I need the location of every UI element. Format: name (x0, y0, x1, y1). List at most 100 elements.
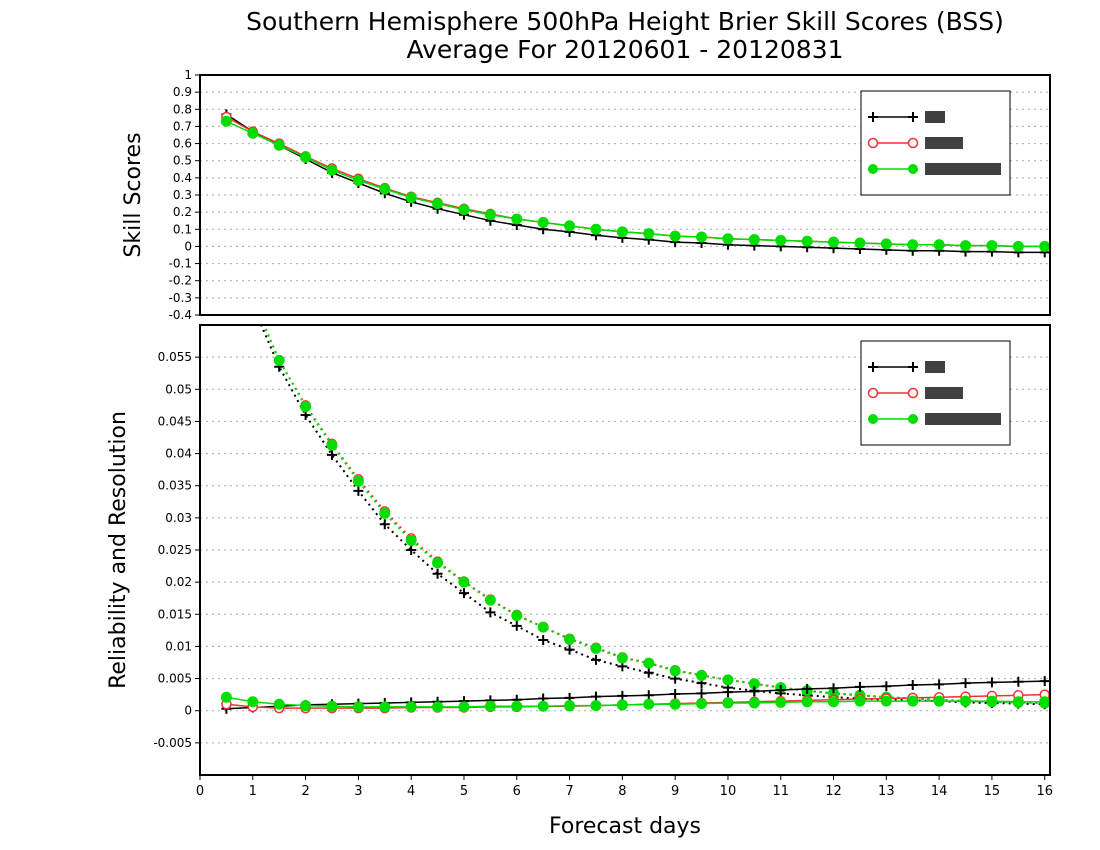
data-point (748, 697, 760, 709)
x-tick-label: 0 (196, 784, 204, 799)
x-tick-label: 3 (354, 784, 362, 799)
data-point (801, 696, 813, 708)
data-point (379, 507, 391, 519)
data-point (511, 213, 523, 225)
x-tick-label: 10 (720, 784, 737, 799)
y-tick-label: 0 (184, 239, 192, 253)
series-line (260, 325, 1045, 706)
data-point (643, 690, 654, 701)
legend-marker (908, 414, 918, 424)
top-panel-ylabel: Skill Scores (121, 132, 146, 257)
data-point (933, 239, 945, 251)
legend (860, 90, 1011, 196)
plot-layer: -0.4 -0.3 -0.2 -0.1 0 0.1 0.2 0.3 0.4 0.5 0.6 0.7 0.… (153, 68, 1053, 799)
data-point (379, 519, 390, 530)
data-point (643, 667, 654, 678)
x-tick-label: 2 (301, 784, 309, 799)
data-point (221, 217, 231, 227)
x-tick-label: 9 (671, 784, 679, 799)
data-point (458, 576, 470, 588)
data-point (564, 633, 576, 645)
plot-frame (199, 74, 1051, 316)
data-point (1039, 240, 1050, 252)
data-point (511, 610, 523, 622)
data-point (643, 698, 655, 710)
data-point (352, 174, 364, 186)
data-point (696, 698, 708, 710)
y-tick-label: -0.1 (169, 257, 192, 271)
data-point (1039, 676, 1050, 687)
data-point (1012, 240, 1024, 252)
x-tick-label: 15 (984, 784, 1001, 799)
data-point (222, 218, 231, 227)
y-tick-label: 0.1 (173, 222, 192, 236)
data-point (458, 204, 470, 216)
data-point (326, 700, 338, 712)
series-line (262, 325, 1045, 704)
data-point (273, 698, 285, 710)
legend-label-mark (925, 137, 963, 149)
chart-title: Southern Hemisphere 500hPa Height Brier … (246, 7, 1004, 36)
data-point (801, 235, 813, 247)
data-point (220, 115, 232, 127)
data-point (537, 621, 549, 633)
data-point (616, 652, 628, 664)
data-point (854, 695, 866, 707)
y-tick-label: 0.045 (158, 414, 192, 428)
data-point (748, 234, 760, 246)
data-point (880, 238, 892, 250)
legend-label-mark (925, 163, 1001, 175)
data-point (564, 644, 575, 655)
data-point (484, 700, 496, 712)
data-point (511, 620, 522, 631)
data-point (854, 237, 866, 249)
data-point (405, 701, 417, 713)
data-point (379, 183, 391, 195)
data-point (960, 695, 972, 707)
data-point (881, 681, 892, 692)
data-point (432, 198, 444, 210)
legend-marker (868, 164, 878, 174)
data-point (670, 689, 681, 699)
data-point (643, 228, 655, 240)
data-point (248, 294, 258, 304)
data-point (458, 701, 470, 713)
y-tick-label: 0.025 (158, 543, 192, 557)
data-point (616, 226, 628, 238)
data-point (749, 686, 760, 697)
bottom-panel-ylabel: Reliability and Resolution (106, 411, 131, 689)
x-tick-label: 14 (931, 784, 948, 799)
y-tick-label: 0.055 (158, 350, 192, 364)
data-point (352, 701, 364, 713)
y-tick-label: 0.03 (165, 511, 192, 525)
data-point (326, 439, 338, 451)
data-point (248, 295, 257, 304)
data-point (590, 691, 601, 702)
y-tick-label: 0.2 (173, 205, 192, 219)
data-point (273, 139, 285, 151)
y-tick-label: -0.3 (169, 291, 192, 305)
x-tick-label: 13 (878, 784, 895, 799)
data-point (406, 545, 417, 555)
data-point (828, 696, 840, 708)
series-0-2 (220, 115, 1050, 252)
legend-marker (868, 112, 878, 122)
data-point (986, 695, 998, 707)
data-point (986, 677, 997, 688)
legend-marker (867, 387, 879, 399)
series-1-1 (222, 218, 1050, 709)
x-tick-label: 4 (407, 784, 415, 799)
data-point (933, 695, 945, 707)
data-point (1039, 696, 1050, 708)
legend-marker (907, 137, 919, 149)
data-point (590, 700, 602, 712)
y-tick-label: 0.02 (165, 575, 192, 589)
data-point (986, 240, 998, 252)
data-point (564, 700, 576, 712)
legend-marker (868, 362, 878, 372)
legend (860, 340, 1011, 446)
data-point (880, 695, 892, 707)
data-point (590, 223, 602, 235)
legend-marker (868, 414, 878, 424)
